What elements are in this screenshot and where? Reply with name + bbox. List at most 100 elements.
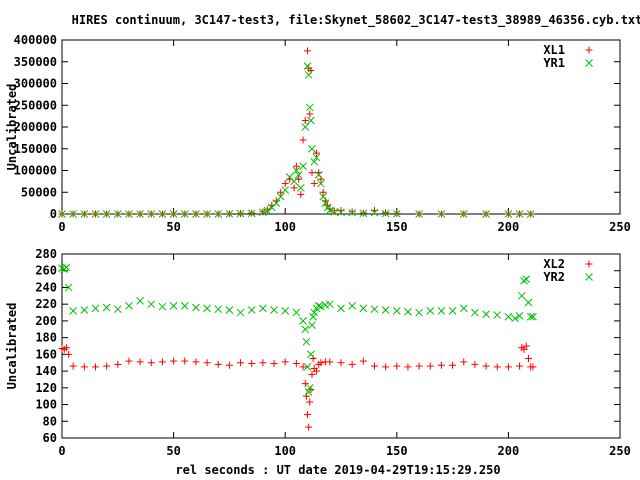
data-point-yr2: [303, 363, 312, 371]
legend-marker-yr2: [585, 273, 593, 281]
data-point-yr2: [299, 317, 307, 325]
data-point-xl1: [382, 209, 390, 217]
data-point-yr2: [493, 311, 502, 319]
data-point-xl2: [482, 362, 490, 370]
data-point-yr1: [312, 153, 321, 162]
data-point-xl2: [69, 362, 77, 370]
data-point-yr2: [302, 337, 311, 346]
data-point-yr2: [348, 302, 357, 310]
data-point-xl2: [326, 358, 334, 366]
x-tick-label: 250: [609, 220, 631, 234]
data-point-yr2: [192, 303, 200, 312]
data-point-xl2: [248, 360, 256, 368]
data-point-xl2: [306, 398, 314, 406]
data-point-yr2: [337, 304, 345, 313]
data-point-xl2: [80, 363, 88, 371]
data-point-yr2: [259, 304, 267, 313]
data-point-yr2: [426, 307, 435, 315]
data-point-yr1: [247, 209, 256, 218]
data-point-xl1: [281, 180, 289, 188]
data-point-yr1: [330, 207, 339, 216]
bottom-data-marks: [58, 263, 537, 431]
data-point-xl2: [460, 358, 468, 366]
legend-marker-symbol: [585, 260, 593, 268]
data-point-xl2: [437, 361, 445, 369]
data-point-yr2: [180, 302, 189, 310]
data-point-xl2: [337, 359, 345, 367]
data-point-yr2: [404, 307, 412, 316]
data-point-yr2: [305, 383, 314, 392]
data-point-yr1: [292, 166, 301, 175]
y-tick-label: 80: [43, 414, 57, 428]
data-point-yr1: [263, 206, 272, 215]
data-point-xl1: [319, 188, 327, 196]
data-point-yr1: [102, 210, 111, 218]
data-point-yr1: [321, 199, 330, 207]
y-tick-label: 50000: [21, 185, 57, 199]
x-tick-label: 0: [58, 444, 65, 458]
data-point-xl2: [91, 363, 99, 371]
data-point-yr2: [169, 302, 178, 310]
data-point-xl2: [203, 359, 211, 367]
data-point-xl2: [158, 358, 166, 366]
data-point-xl2: [348, 360, 356, 368]
data-point-yr2: [136, 296, 144, 305]
top-data-marks: [58, 47, 535, 218]
data-point-yr2: [314, 302, 323, 310]
data-point-yr2: [308, 321, 316, 329]
data-point-yr2: [225, 306, 234, 314]
x-tick-label: 150: [386, 444, 408, 458]
data-point-xl1: [301, 116, 309, 124]
y-tick-label: 180: [35, 331, 57, 345]
data-point-yr2: [214, 305, 223, 314]
data-point-yr1: [259, 208, 267, 217]
data-point-yr1: [214, 210, 223, 218]
data-point-xl2: [270, 360, 278, 368]
data-point-xl2: [62, 344, 70, 352]
y-tick-label: 0: [50, 207, 57, 221]
data-point-yr1: [325, 206, 334, 215]
x-tick-label: 0: [58, 220, 65, 234]
data-point-yr1: [272, 199, 281, 207]
data-point-xl2: [393, 362, 401, 370]
data-point-yr2: [69, 307, 78, 315]
data-point-yr1: [370, 208, 379, 217]
data-point-yr2: [91, 304, 100, 313]
x-tick-label: 250: [609, 444, 631, 458]
bottom-plot-frame: [61, 253, 621, 439]
data-point-yr1: [136, 210, 144, 218]
data-point-xl2: [114, 360, 122, 368]
data-point-yr1: [308, 144, 316, 153]
data-point-xl2: [281, 358, 289, 366]
data-point-yr1: [301, 123, 310, 131]
data-point-yr2: [236, 308, 245, 317]
x-tick-label: 200: [498, 444, 520, 458]
data-point-yr2: [113, 305, 122, 314]
data-point-xl2: [305, 423, 313, 431]
data-point-yr1: [314, 170, 323, 179]
legend-marker-xl1: [585, 46, 593, 54]
data-point-yr1: [290, 177, 298, 186]
data-point-yr1: [415, 210, 423, 218]
data-point-xl2: [522, 342, 530, 350]
top-y-axis-label: Uncalibrated: [5, 84, 19, 171]
data-point-xl2: [504, 363, 512, 371]
x-tick-label: 100: [274, 220, 296, 234]
legend-marker-xl2: [585, 260, 593, 268]
y-tick-label: 220: [35, 297, 57, 311]
data-point-yr2: [102, 303, 111, 312]
bottom-panel: Uncalibrated 0 50 100 150 200 250 60 80 100 120 14…: [5, 247, 631, 458]
data-point-xl2: [301, 380, 309, 388]
x-tick-label: 50: [166, 444, 180, 458]
data-point-xl2: [382, 363, 390, 371]
data-point-xl2: [125, 357, 133, 365]
legend-label-xl2: XL2: [543, 257, 565, 271]
data-point-xl2: [237, 359, 245, 367]
data-point-yr1: [113, 210, 122, 218]
data-point-xl2: [317, 359, 325, 367]
data-point-yr2: [529, 312, 537, 321]
legend-marker-symbol: [585, 59, 593, 67]
data-point-xl2: [259, 359, 267, 367]
data-point-yr1: [299, 162, 307, 171]
data-point-yr2: [203, 304, 211, 313]
